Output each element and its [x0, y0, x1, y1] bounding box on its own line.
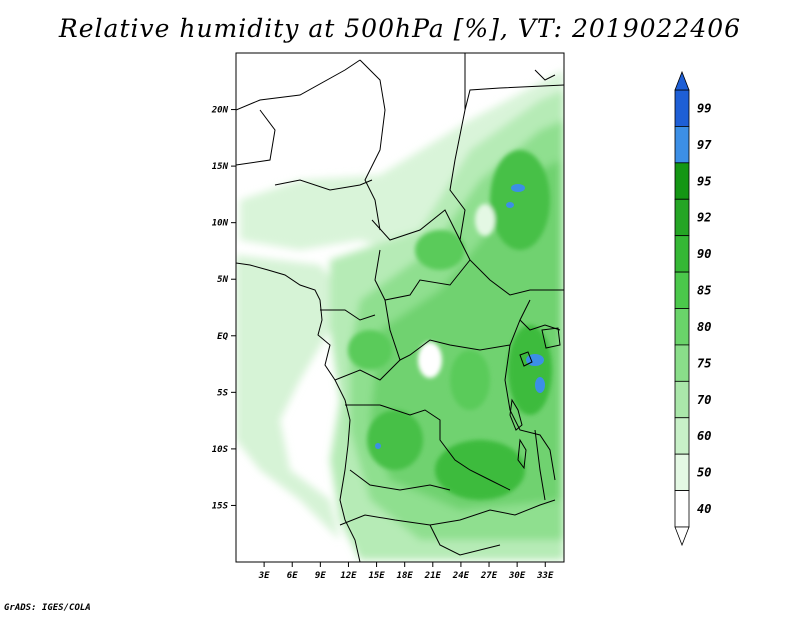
colorbar-label: 97 [697, 138, 712, 152]
lon-tick-label: 3E [258, 571, 270, 581]
humidity-field [236, 53, 564, 562]
lat-tick-label: EQ [217, 332, 228, 342]
lat-tick-label: 20N [211, 106, 229, 116]
lake-outlines [509, 327, 561, 470]
colorbar-segment [674, 89, 690, 127]
colorbar-segment [674, 235, 690, 273]
colorbar-label: 95 [697, 174, 711, 188]
lat-tick-label: 5N [217, 275, 228, 285]
lat-tick-label: 15N [212, 162, 229, 172]
colorbar-label: 85 [697, 284, 711, 298]
colorbar-label: 80 [697, 320, 711, 334]
colorbar: 99 97 95 92 90 85 80 75 70 60 50 40 [674, 70, 712, 547]
colorbar-label: 40 [697, 502, 711, 516]
lat-tick-label: 5S [217, 388, 228, 398]
credit-text: GrADS: IGES/COLA [4, 603, 91, 613]
colorbar-segment [674, 490, 690, 528]
colorbar-label: 90 [697, 247, 711, 261]
colorbar-label: 75 [697, 356, 711, 370]
colorbar-label: 92 [697, 211, 711, 225]
lon-tick-label: 27E [480, 571, 498, 581]
lon-tick-label: 30E [508, 571, 526, 581]
colorbar-top-arrow [674, 70, 690, 91]
lon-tick-label: 15E [368, 571, 385, 581]
latitude-axis: 20N 15N 10N 5N EQ 5S 10S 15S [211, 106, 236, 511]
colorbar-segment [674, 344, 690, 382]
lon-tick-label: 33E [536, 571, 554, 581]
lat-tick-label: 10N [212, 219, 229, 229]
colorbar-segment [674, 198, 690, 237]
colorbar-label: 60 [697, 429, 711, 443]
colorbar-label: 99 [697, 101, 711, 115]
lon-tick-label: 21E [424, 571, 442, 581]
colorbar-bottom-arrow [674, 526, 690, 547]
colorbar-label: 70 [697, 393, 711, 407]
lat-tick-label: 10S [212, 445, 229, 455]
colorbar-segment [674, 271, 690, 309]
colorbar-segment [674, 380, 690, 419]
map-frame [235, 52, 565, 563]
colorbar-segment [674, 453, 690, 491]
lon-tick-label: 9E [315, 571, 326, 581]
lon-tick-label: 18E [397, 571, 414, 581]
country-borders [236, 53, 564, 562]
colorbar-segment [674, 308, 690, 346]
lon-tick-label: 24E [452, 571, 470, 581]
lat-tick-label: 15S [212, 501, 229, 511]
chart-title: Relative humidity at 500hPa [%], VT: 201… [58, 14, 742, 43]
colorbar-label: 50 [697, 466, 711, 480]
colorbar-segment [674, 126, 690, 164]
colorbar-segment [674, 417, 690, 455]
lon-tick-label: 12E [340, 571, 357, 581]
lon-tick-label: 6E [287, 571, 298, 581]
colorbar-segment [674, 162, 690, 200]
longitude-axis: 3E 6E 9E 12E 15E 18E 21E 24E 27E 30E 33E [258, 562, 554, 581]
